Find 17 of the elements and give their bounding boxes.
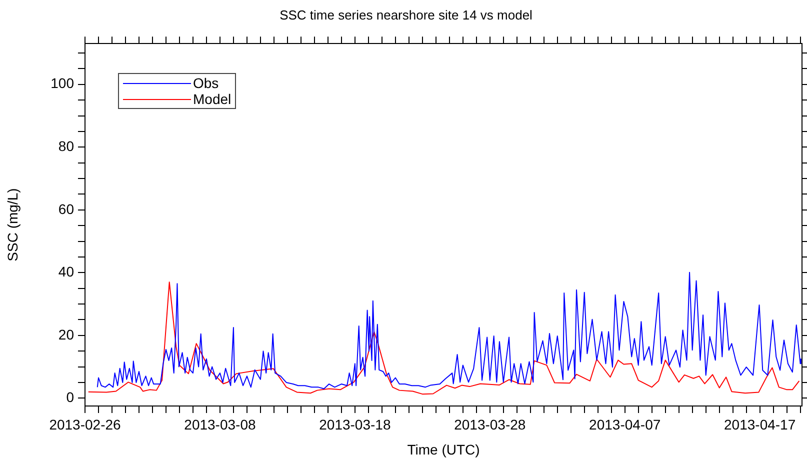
x-tick-label: 2013-03-28 [454,416,526,432]
y-tick-label: 20 [58,326,74,342]
x-tick-label: 2013-03-08 [184,416,256,432]
x-tick-label: 2013-04-07 [589,416,661,432]
legend-label: Obs [193,75,219,91]
chart-title: SSC time series nearshore site 14 vs model [280,7,533,22]
x-axis-title: Time (UTC) [407,441,480,458]
y-tick-label: 100 [50,75,74,92]
x-tick-label: 2013-02-26 [49,416,122,432]
y-tick-label: 0 [66,389,74,406]
y-tick-label: 80 [58,138,74,154]
legend-label: Model [193,91,232,107]
y-tick-label: 40 [58,264,74,280]
y-tick-label: 60 [58,200,74,217]
y-axis-title: SSC (mg/L) [4,188,20,262]
x-tick-label: 2013-04-17 [724,416,796,432]
x-tick-label: 2013-03-18 [319,416,391,432]
